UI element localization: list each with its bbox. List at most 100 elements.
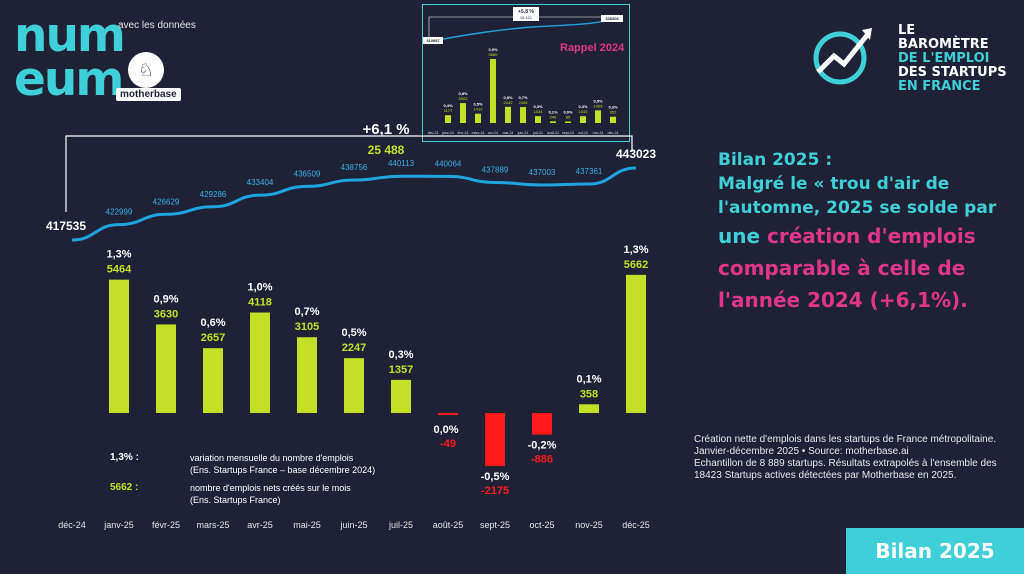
inset-chart-2024: déc-23 janv-24 0,4% 1177 févr-24 0,8% 3002 mars… <box>422 4 630 142</box>
inset-value-label: 85 <box>566 115 571 120</box>
inset-pct-label: 0,1% <box>548 109 558 114</box>
growth-bracket <box>65 135 633 212</box>
barometer-line-1: LE BAROMÈTRE <box>898 23 989 52</box>
inset-bar <box>460 103 466 123</box>
footer-badge: Bilan 2025 <box>846 528 1024 574</box>
summary-line-2: Malgré le « trou d'air de <box>718 174 950 194</box>
x-tick-label: juil-25 <box>388 520 413 530</box>
inset-chart-title: Rappel 2024 <box>560 42 625 54</box>
inset-x-tick: oct-24 <box>578 131 588 135</box>
pct-label: 1,3% <box>623 244 648 256</box>
inset-pct-label: 0,3% <box>578 104 588 109</box>
pct-label: 1,3% <box>106 249 131 261</box>
inset-value-label: 2408 <box>519 100 529 105</box>
summary-line-6: l'année 2024 (+6,1%). <box>718 288 968 312</box>
employment-line <box>71 166 637 242</box>
value-label: 5464 <box>107 264 132 276</box>
inset-chart-svg: déc-23 janv-240,4%1177févr-240,8%3002mars… <box>423 7 623 135</box>
inset-bar <box>475 113 481 123</box>
motherbase-icon: ♘ <box>128 52 164 88</box>
bar <box>203 348 223 413</box>
inset-pct-label: 0,0% <box>563 110 573 115</box>
value-label: 3105 <box>295 321 319 333</box>
x-tick-label: déc-25 <box>622 520 650 530</box>
summary-line-5: comparable à celle de <box>718 256 966 280</box>
bar <box>156 324 176 413</box>
inset-value-label: 1905 <box>594 103 604 108</box>
legend-key-value: 5662 : <box>110 482 139 493</box>
inset-x-tick: sept-24 <box>562 131 574 135</box>
inset-x-tick: juin-24 <box>517 131 529 135</box>
line-value-label: 440064 <box>435 159 462 168</box>
inset-bar <box>580 116 586 123</box>
inset-x-tick: août-24 <box>547 131 559 135</box>
barometer-logo: LE BAROMÈTRE DE L'EMPLOI DES STARTUPS EN… <box>812 22 1012 94</box>
inset-x-tick: juil-24 <box>532 131 542 135</box>
bar <box>438 413 458 415</box>
bar <box>626 274 646 413</box>
value-label: -2175 <box>481 485 509 497</box>
x-tick-label: août-25 <box>433 520 464 530</box>
bar <box>250 312 270 413</box>
barometer-line-3: DES STARTUPS <box>898 65 1007 80</box>
x-tick-label: avr-25 <box>247 520 273 530</box>
partner-caption: avec les données <box>118 20 196 31</box>
pct-label: 0,6% <box>200 317 225 329</box>
inset-value-label: 2442 <box>504 100 514 105</box>
inset-pct-label: 0,5% <box>473 102 483 107</box>
x-tick-label: déc-24 <box>58 520 86 530</box>
barometer-line-4: EN FRANCE <box>898 79 981 94</box>
legend-desc-value: nombre d'emplois nets créés sur le mois <box>190 483 351 493</box>
inset-value-label: 1034 <box>534 109 544 114</box>
inset-start-value: 319887 <box>426 38 440 43</box>
inset-x-tick: mars-24 <box>472 131 485 135</box>
pct-label: 0,0% <box>433 424 458 436</box>
inset-x-tick: févr-24 <box>458 131 469 135</box>
x-tick-label: oct-25 <box>529 520 554 530</box>
value-label: -886 <box>531 454 553 466</box>
inset-bar <box>550 121 556 123</box>
legend-desc-pct: variation mensuelle du nombre d'emplois <box>190 453 354 463</box>
summary-line-1: Bilan 2025 : <box>718 150 833 170</box>
bar <box>391 379 411 413</box>
line-value-label: 422999 <box>106 208 133 217</box>
line-value-label: 437003 <box>529 168 556 177</box>
motherbase-logo: motherbase <box>116 88 181 101</box>
pct-label: 0,3% <box>388 349 413 361</box>
x-tick-label: janv-25 <box>103 520 134 530</box>
inset-start-box <box>423 37 443 44</box>
bar <box>297 337 317 413</box>
inset-bar <box>535 116 541 123</box>
bar <box>344 358 364 413</box>
bar <box>109 279 129 413</box>
inset-annotation: +5,8 % <box>518 9 534 15</box>
inset-value-label: 1033 <box>579 109 589 114</box>
line-value-label: 437889 <box>482 166 509 175</box>
note-3: Echantillon de 8 889 startups. Résultats… <box>694 458 997 481</box>
x-tick-label: mars-25 <box>196 520 229 530</box>
value-label: 358 <box>580 388 598 400</box>
inset-pct-label: 0,7% <box>518 95 528 100</box>
growth-value: 25 488 <box>368 143 405 157</box>
legend-sub-pct: (Ens. Startups France – base décembre 20… <box>190 465 376 475</box>
inset-bar <box>610 116 616 123</box>
line-value-label: 417535 <box>46 219 86 233</box>
line-value-label: 433404 <box>247 178 274 187</box>
inset-x-tick: avr-24 <box>488 131 498 135</box>
line-value-label: 443023 <box>616 147 656 161</box>
inset-value-label: 3002 <box>459 96 469 101</box>
note-2: Janvier-décembre 2025 • Source: motherba… <box>694 446 909 457</box>
line-value-label: 429286 <box>200 190 227 199</box>
value-label: 2657 <box>201 332 225 344</box>
inset-x-tick: janv-24 <box>441 131 454 135</box>
inset-bar <box>445 115 451 123</box>
legend-item-value: 5662 : nombre d'emplois nets créés sur l… <box>110 482 375 506</box>
summary-line-4b: création d'emplois <box>767 224 976 248</box>
inset-annotation-box <box>513 7 539 21</box>
summary-line-4a: une <box>718 224 761 248</box>
summary-text: Bilan 2025 : Malgré le « trou d'air de l… <box>718 148 1018 316</box>
chart-legend: 1,3% : variation mensuelle du nombre d'e… <box>110 452 375 512</box>
bar <box>579 404 599 413</box>
pct-label: 0,5% <box>341 327 366 339</box>
inset-pct-label: 0,3% <box>608 105 618 110</box>
